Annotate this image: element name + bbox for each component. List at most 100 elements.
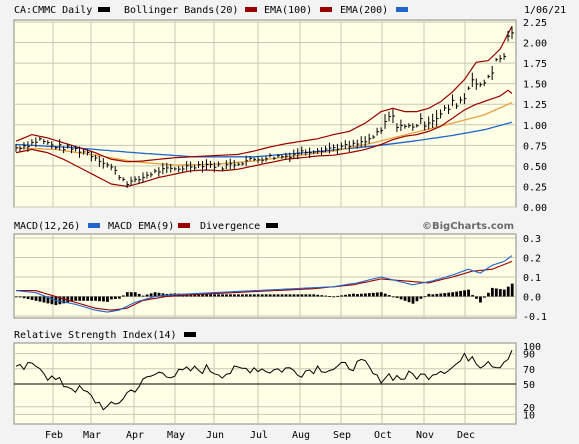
divergence-bar (82, 296, 86, 301)
y-tick-label: 50 (523, 380, 535, 391)
divergence-bar (324, 295, 328, 297)
x-tick-label: Mar (83, 430, 101, 441)
divergence-bar (161, 293, 165, 297)
divergence-bar (498, 289, 502, 297)
divergence-bar (475, 296, 478, 299)
chart-date: 1/06/21 (524, 5, 566, 16)
ema200-line (15, 121, 513, 158)
symbol-title: CA:CMMC Daily (14, 5, 92, 16)
price-header: CA:CMMC Daily Bollinger Bands(20) EMA(10… (14, 5, 566, 16)
divergence-bar (237, 294, 240, 297)
divergence-bar (209, 294, 213, 297)
divergence-bar (367, 293, 371, 297)
bollinger-lower-line (15, 89, 513, 188)
divergence-bar (153, 292, 157, 297)
divergence-bar (129, 292, 133, 297)
divergence-bar (58, 296, 62, 305)
bollinger-legend-label: Bollinger Bands(20) (124, 5, 238, 16)
y-tick-label: 1.25 (523, 100, 547, 111)
divergence-bar (391, 296, 395, 298)
divergence-bar (284, 294, 288, 297)
macd-header-bg (0, 217, 579, 233)
divergence-bar (133, 292, 137, 297)
divergence-bar (141, 295, 145, 297)
divergence-bar (494, 288, 498, 297)
divergence-bar (34, 296, 38, 301)
divergence-bar (399, 296, 403, 300)
divergence-bar (86, 296, 90, 301)
divergence-bar (288, 294, 292, 297)
divergence-bar (395, 296, 399, 298)
divergence-bar (308, 294, 312, 297)
divergence-bar (486, 292, 490, 297)
divergence-bar (435, 293, 439, 297)
divergence-bar (316, 294, 320, 297)
divergence-bar (455, 291, 459, 297)
macd-y-axis: -0.1 0.0 0.1 0.2 0.3 (523, 234, 547, 323)
ema200-legend-label: EMA(200) (340, 5, 388, 16)
ema100-legend-label: EMA(100) (264, 5, 312, 16)
macd-panel: MACD(12,26) MACD EMA(9) Divergence ©BigC… (0, 217, 579, 323)
divergence-bar (407, 296, 411, 303)
divergence-bar (463, 290, 466, 297)
y-tick-label: -0.1 (523, 312, 547, 323)
x-tick-label: May (167, 430, 185, 441)
bollinger-upper-line (15, 25, 513, 163)
divergence-bar (197, 294, 201, 297)
divergence-bar (320, 295, 324, 297)
divergence-bar (233, 294, 236, 297)
divergence-bar (46, 296, 50, 304)
y-tick-label: 1.50 (523, 80, 547, 91)
rsi-legend-label: Relative Strength Index(14) (14, 330, 177, 341)
divergence-bar (117, 296, 121, 299)
divergence-bar (74, 296, 78, 301)
divergence-bar (268, 294, 272, 297)
divergence-bar (423, 296, 427, 298)
divergence-bar (260, 294, 264, 297)
divergence-bar (403, 296, 407, 301)
divergence-bar (296, 294, 300, 297)
divergence-bar (336, 295, 340, 297)
divergence-bar (78, 296, 82, 301)
y-tick-label: 0.2 (523, 254, 541, 265)
y-tick-label: 0.00 (523, 203, 547, 214)
divergence-bar (137, 293, 141, 297)
divergence-bar (280, 294, 284, 297)
divergence-bar (459, 290, 463, 297)
divergence-bar (371, 292, 375, 297)
divergence-bar (205, 294, 209, 297)
divergence-bar (229, 294, 232, 297)
ema200-legend-swatch (396, 7, 408, 12)
divergence-bar (30, 296, 34, 300)
macd-ema-legend-swatch (178, 223, 190, 228)
divergence-bar (157, 292, 161, 297)
divergence-bar (471, 295, 474, 297)
ema100-legend-swatch (245, 7, 257, 12)
divergence-bar (177, 293, 181, 297)
divergence-bar (98, 296, 101, 302)
divergence-bar (447, 292, 451, 297)
divergence-bar (22, 296, 26, 299)
divergence-bar (114, 296, 117, 300)
divergence-bar (121, 295, 125, 297)
x-tick-label: Nov (416, 430, 434, 441)
macd-ema-legend-label: MACD EMA(9) (108, 221, 174, 232)
divergence-bar (14, 296, 18, 298)
divergence-bar (411, 296, 415, 304)
divergence-bar (256, 294, 260, 297)
x-tick-label: Aug (292, 430, 310, 441)
divergence-bar (18, 296, 22, 298)
y-tick-label: 70 (523, 365, 535, 376)
divergence-bar (312, 294, 316, 297)
y-tick-label: 2.00 (523, 39, 547, 50)
y-tick-label: 1.00 (523, 121, 547, 132)
macd-panel-bg (13, 233, 517, 319)
divergence-bar (304, 294, 308, 297)
bollinger-legend-swatch (98, 7, 110, 12)
divergence-bar (483, 296, 486, 298)
divergence-bar (213, 294, 216, 297)
divergence-bar (352, 293, 355, 297)
divergence-bar (125, 292, 129, 297)
divergence-bar (50, 296, 54, 305)
x-tick-label: Oct (374, 430, 392, 441)
